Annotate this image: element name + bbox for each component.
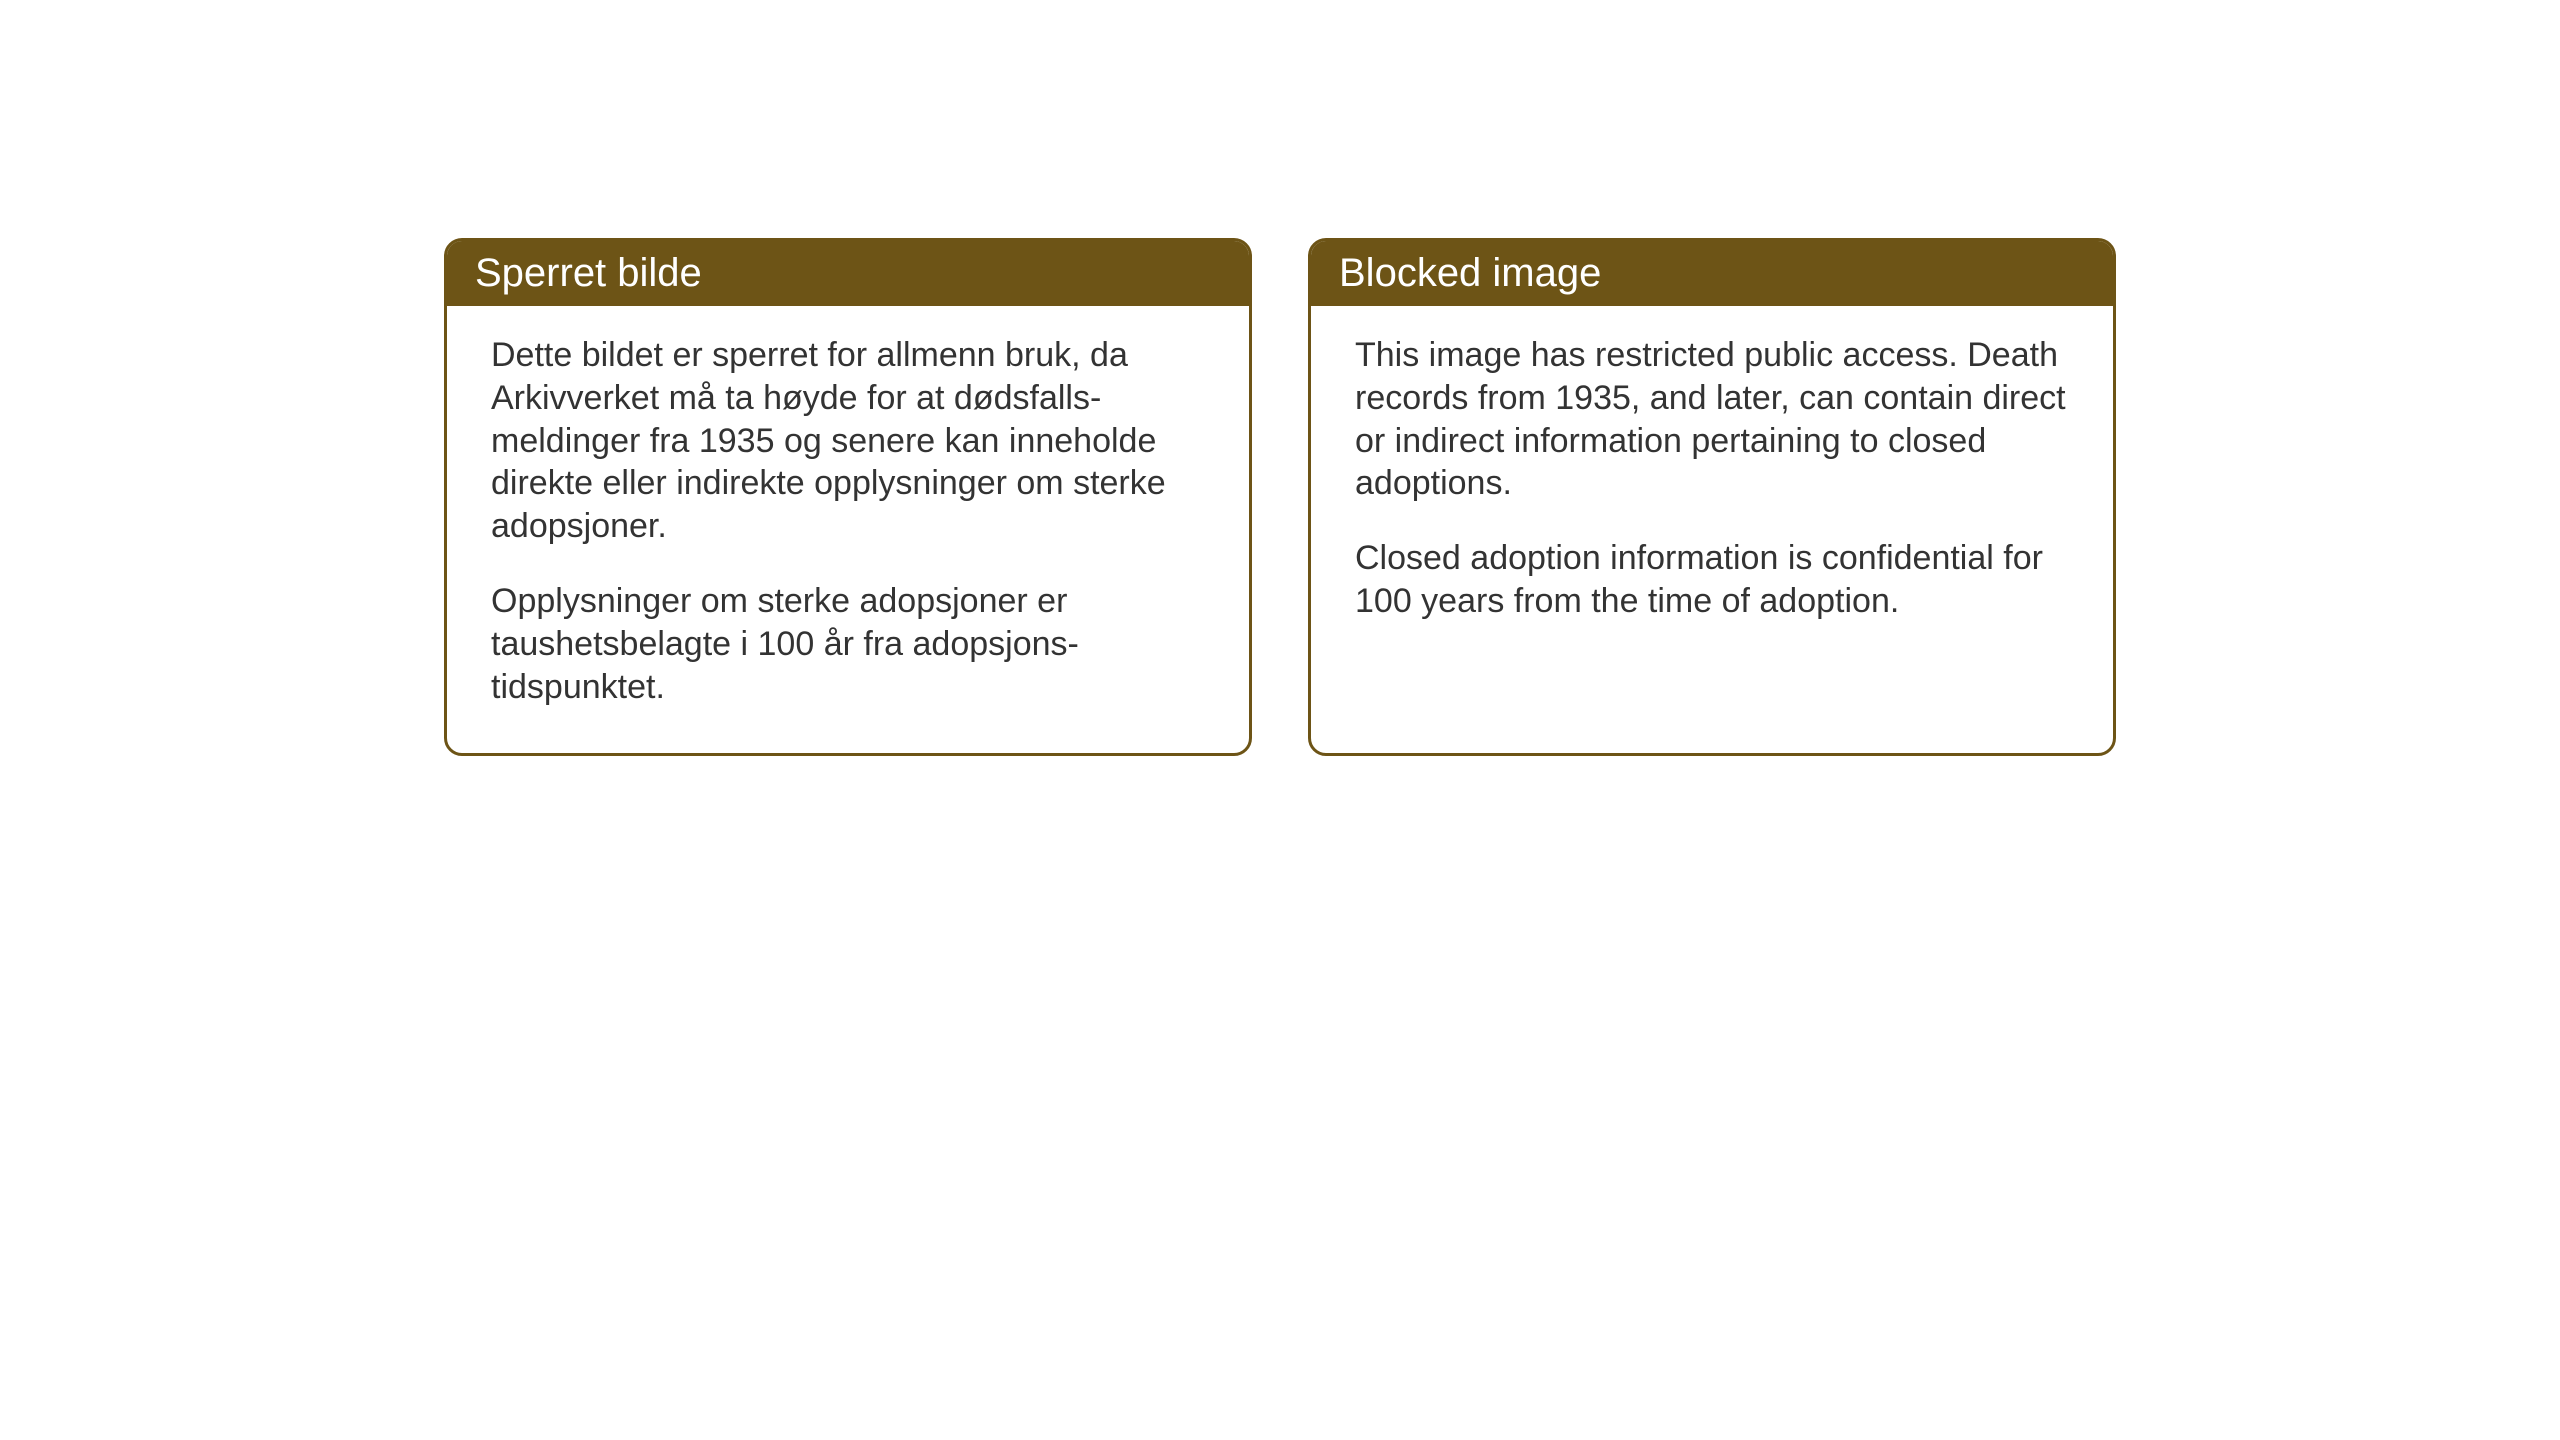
norwegian-card-title: Sperret bilde — [475, 251, 702, 295]
english-card-body: This image has restricted public access.… — [1311, 306, 2113, 667]
norwegian-card-header: Sperret bilde — [447, 241, 1249, 306]
english-paragraph-1: This image has restricted public access.… — [1355, 334, 2069, 505]
english-card-header: Blocked image — [1311, 241, 2113, 306]
english-card-title: Blocked image — [1339, 251, 1601, 295]
norwegian-paragraph-2: Opplysninger om sterke adopsjoner er tau… — [491, 580, 1205, 708]
norwegian-paragraph-1: Dette bildet er sperret for allmenn bruk… — [491, 334, 1205, 548]
english-paragraph-2: Closed adoption information is confident… — [1355, 537, 2069, 623]
norwegian-notice-card: Sperret bilde Dette bildet er sperret fo… — [444, 238, 1252, 756]
notice-container: Sperret bilde Dette bildet er sperret fo… — [444, 238, 2116, 756]
norwegian-card-body: Dette bildet er sperret for allmenn bruk… — [447, 306, 1249, 753]
english-notice-card: Blocked image This image has restricted … — [1308, 238, 2116, 756]
